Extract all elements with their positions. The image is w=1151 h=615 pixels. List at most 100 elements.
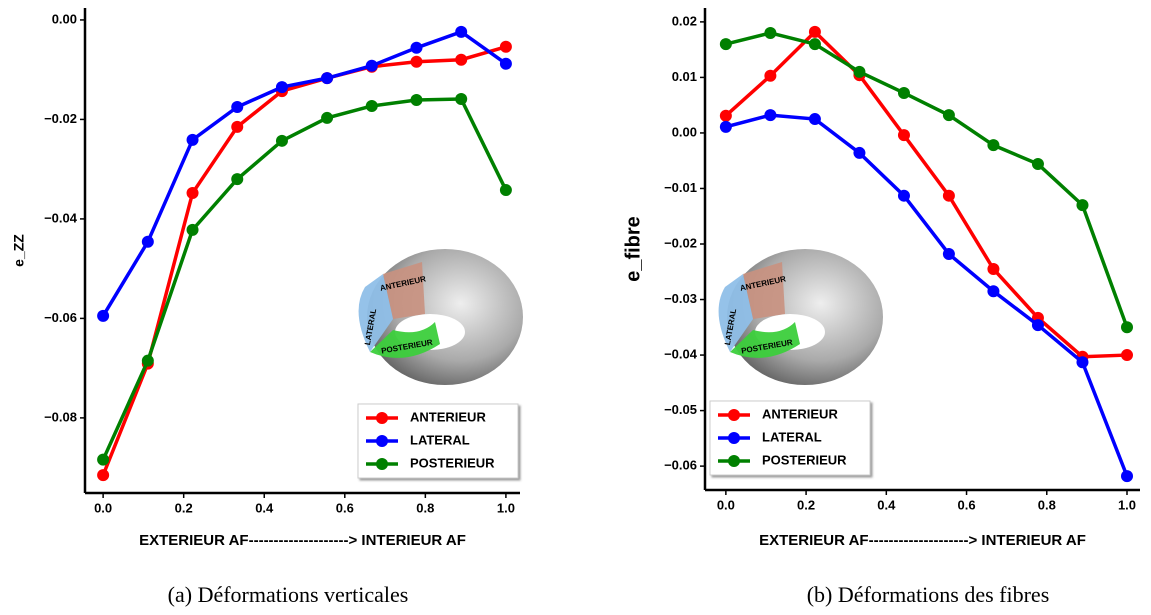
point — [987, 139, 1000, 152]
y-tick-label: 0.00 — [672, 124, 697, 139]
x-tick-label: 0.8 — [1038, 497, 1056, 512]
point — [1076, 356, 1089, 369]
point — [455, 25, 468, 38]
x-tick-label: 0.4 — [877, 497, 896, 512]
point — [231, 100, 244, 113]
caption: (a) Déformations verticales — [168, 582, 409, 607]
x-axis-label: EXTERIEUR AF--------------------> INTERI… — [759, 532, 1086, 549]
inset-posterior — [370, 322, 440, 358]
point — [410, 94, 423, 107]
series-line — [725, 113, 1129, 477]
point — [719, 38, 732, 51]
point — [1076, 199, 1089, 212]
legend-marker — [728, 432, 740, 444]
point — [321, 111, 334, 124]
y-tick-label: −0.02 — [664, 235, 697, 250]
y-tick-label: −0.06 — [44, 310, 77, 325]
x-tick-label: 0.8 — [416, 500, 434, 515]
y-tick-label: −0.02 — [44, 111, 77, 126]
point — [97, 453, 110, 466]
point — [764, 69, 777, 82]
y-tick-label: −0.06 — [664, 458, 697, 473]
point — [764, 109, 777, 122]
point — [942, 247, 955, 260]
series-line — [725, 31, 1129, 328]
x-tick-label: 0.2 — [797, 497, 815, 512]
inset-lateral — [718, 274, 753, 352]
y-tick-label: 0.01 — [672, 69, 697, 84]
legend-label: POSTERIEUR — [762, 452, 847, 467]
point — [141, 354, 154, 367]
caption: (b) Déformations des fibres — [807, 582, 1050, 607]
point — [365, 59, 378, 72]
y-axis-label: e_ZZ — [11, 234, 27, 267]
x-tick-label: 0.6 — [336, 500, 354, 515]
inset-anterior — [383, 262, 425, 319]
point — [97, 469, 110, 482]
legend-label: ANTERIEUR — [410, 409, 486, 424]
point — [1121, 470, 1134, 483]
x-tick-label: 0.4 — [255, 500, 274, 515]
series-line — [101, 45, 507, 476]
y-tick-label: −0.04 — [664, 346, 698, 361]
point — [455, 53, 468, 66]
point — [365, 99, 378, 112]
point — [141, 235, 154, 248]
series-line — [724, 29, 1128, 359]
point — [499, 184, 512, 197]
inset-anterior — [743, 262, 785, 319]
y-tick-label: −0.05 — [664, 402, 697, 417]
point — [499, 57, 512, 70]
legend-label: LATERAL — [410, 432, 470, 447]
legend-marker — [376, 435, 388, 447]
x-tick-label: 0.6 — [958, 497, 976, 512]
y-tick-label: −0.08 — [44, 409, 77, 424]
point — [1031, 319, 1044, 332]
point — [275, 81, 288, 94]
point — [231, 120, 244, 133]
point — [808, 25, 821, 38]
point — [231, 173, 244, 186]
legend-label: POSTERIEUR — [410, 455, 495, 470]
x-tick-label: 1.0 — [1118, 497, 1136, 512]
point — [808, 113, 821, 126]
point — [897, 189, 910, 202]
point — [1121, 349, 1134, 362]
inset-posterior — [730, 322, 800, 358]
point — [1031, 158, 1044, 171]
y-tick-label: −0.03 — [664, 291, 697, 306]
y-tick-label: −0.01 — [664, 180, 697, 195]
point — [719, 120, 732, 133]
point — [987, 262, 1000, 275]
point — [321, 72, 334, 85]
inset-lateral — [358, 274, 393, 352]
x-tick-label: 0.0 — [717, 497, 735, 512]
point — [987, 285, 1000, 298]
point — [275, 134, 288, 147]
point — [186, 187, 199, 200]
point — [499, 40, 512, 53]
point — [410, 41, 423, 54]
series-line — [101, 29, 507, 317]
x-tick-label: 1.0 — [497, 500, 515, 515]
x-tick-label: 0.0 — [94, 500, 112, 515]
y-tick-label: 0.02 — [672, 13, 697, 28]
point — [719, 109, 732, 122]
y-tick-label: 0.00 — [52, 11, 77, 26]
legend-marker — [376, 458, 388, 470]
series-line — [101, 97, 508, 461]
point — [808, 38, 821, 51]
point — [455, 93, 468, 106]
x-tick-label: 0.2 — [175, 500, 193, 515]
point — [853, 65, 866, 78]
y-axis-label: e_fibre — [622, 216, 644, 282]
point — [853, 146, 866, 159]
x-axis-label: EXTERIEUR AF--------------------> INTERI… — [139, 532, 466, 549]
point — [410, 55, 423, 68]
legend-marker — [728, 409, 740, 421]
legend-marker — [376, 412, 388, 424]
y-tick-label: −0.04 — [44, 210, 78, 225]
